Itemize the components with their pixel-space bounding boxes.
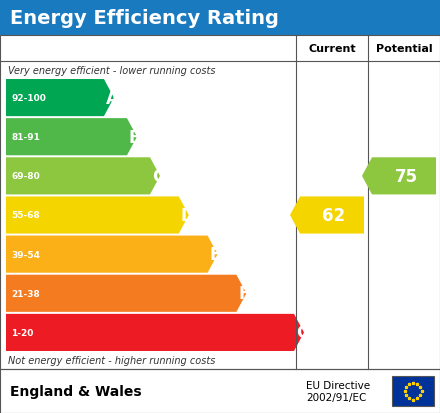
Bar — [392, 376, 434, 406]
Polygon shape — [290, 197, 364, 234]
Text: 81-91: 81-91 — [11, 133, 40, 142]
Text: 69-80: 69-80 — [11, 172, 40, 181]
Text: 2002/91/EC: 2002/91/EC — [306, 392, 367, 402]
Polygon shape — [6, 275, 246, 312]
Text: Current: Current — [308, 44, 356, 54]
Text: Energy Efficiency Rating: Energy Efficiency Rating — [10, 9, 279, 27]
Polygon shape — [6, 119, 137, 156]
Text: C: C — [152, 167, 164, 185]
Text: B: B — [129, 128, 142, 146]
Polygon shape — [6, 236, 218, 273]
Bar — [0, 0, 440, 36]
Text: England & Wales: England & Wales — [10, 384, 142, 398]
Text: F: F — [238, 285, 250, 303]
Text: A: A — [106, 89, 119, 107]
Polygon shape — [6, 314, 304, 351]
Text: EU Directive: EU Directive — [306, 380, 370, 390]
Text: D: D — [181, 206, 194, 224]
Polygon shape — [6, 158, 160, 195]
Text: Not energy efficient - higher running costs: Not energy efficient - higher running co… — [8, 355, 215, 365]
Text: Very energy efficient - lower running costs: Very energy efficient - lower running co… — [8, 66, 216, 76]
Polygon shape — [362, 158, 436, 195]
Bar — [0, 36, 440, 369]
Text: 55-68: 55-68 — [11, 211, 40, 220]
Bar — [0, 369, 440, 413]
Text: 75: 75 — [394, 167, 418, 185]
Text: Potential: Potential — [376, 44, 433, 54]
Text: 1-20: 1-20 — [11, 328, 33, 337]
Text: 21-38: 21-38 — [11, 289, 40, 298]
Text: E: E — [209, 246, 221, 263]
Text: G: G — [296, 324, 310, 342]
Text: 62: 62 — [323, 206, 345, 224]
Polygon shape — [6, 197, 189, 234]
Text: 39-54: 39-54 — [11, 250, 40, 259]
Text: 92-100: 92-100 — [11, 94, 46, 103]
Polygon shape — [6, 80, 114, 117]
